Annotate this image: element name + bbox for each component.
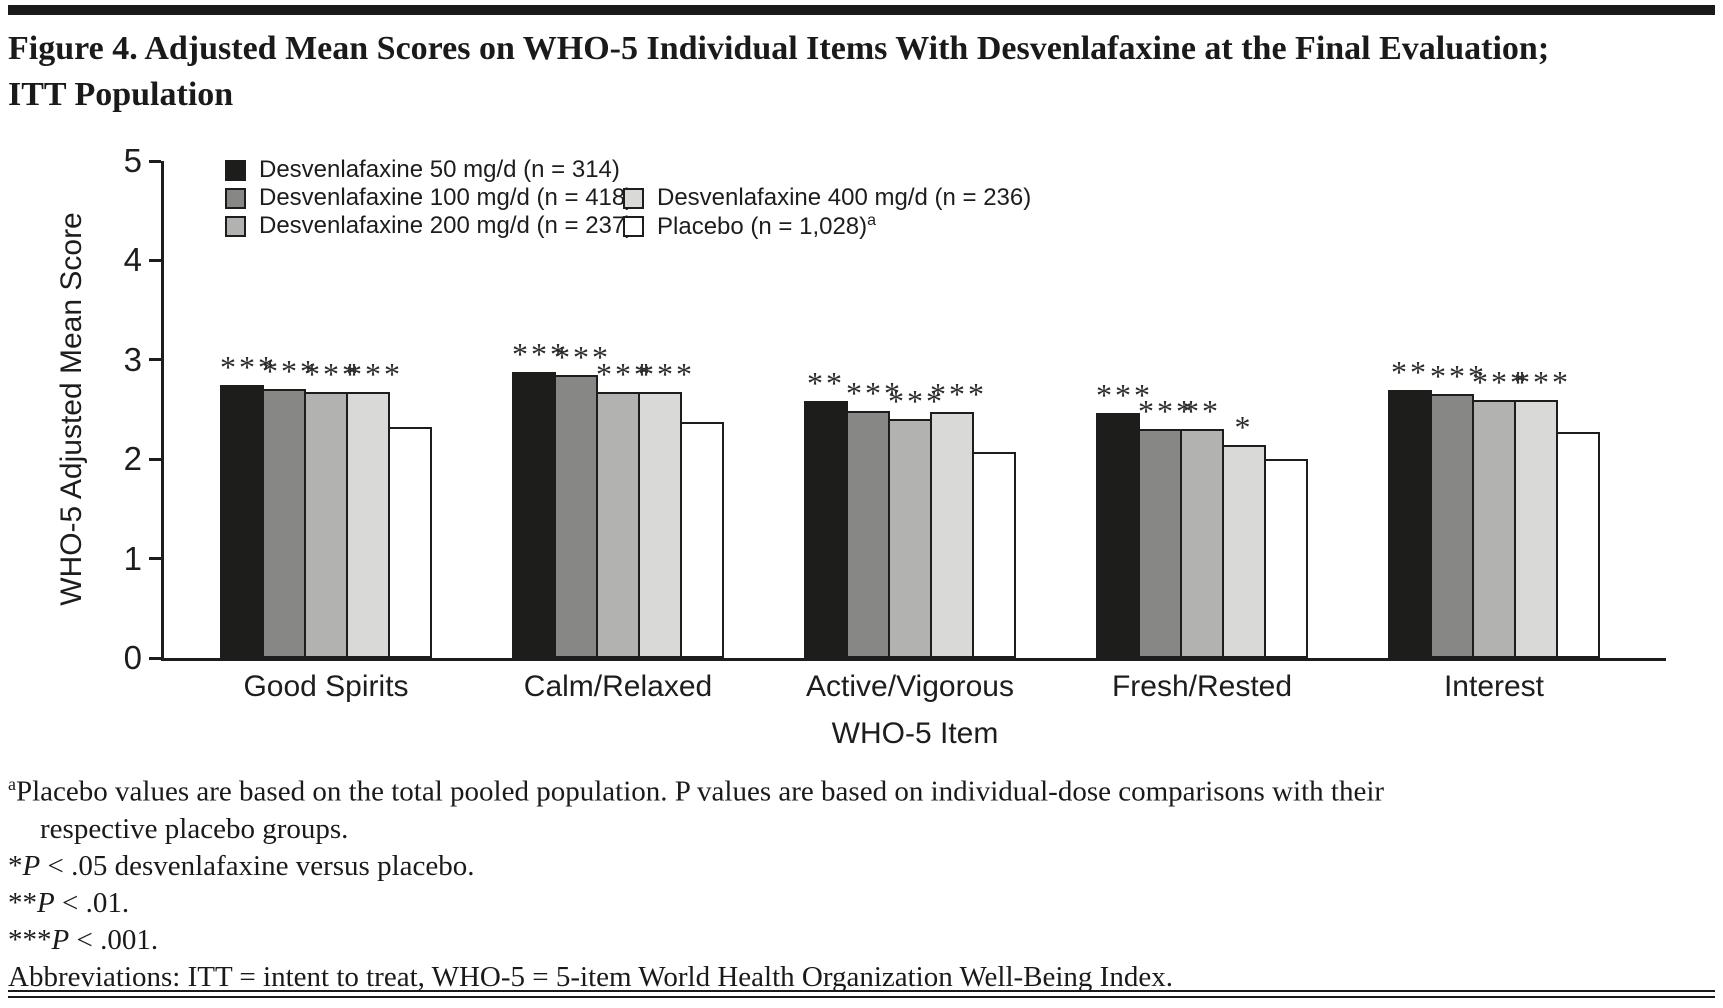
legend-item: Placebo (n = 1,028)a bbox=[623, 212, 1031, 241]
bar bbox=[1388, 389, 1432, 658]
footnote-placebo-line2: respective placebo groups. bbox=[40, 812, 349, 845]
legend-item: Desvenlafaxine 100 mg/d (n = 418) bbox=[225, 184, 633, 212]
bar bbox=[680, 422, 724, 658]
top-rule bbox=[8, 5, 1715, 15]
significance-marker: *** bbox=[846, 374, 903, 411]
y-tick-label: 0 bbox=[123, 639, 142, 676]
x-axis-label: WHO-5 Item bbox=[831, 717, 999, 750]
significance-marker: *** bbox=[596, 355, 653, 392]
bar bbox=[972, 452, 1016, 658]
bar bbox=[1138, 429, 1182, 658]
bottom-rule bbox=[8, 990, 1715, 998]
significance-marker: *** bbox=[346, 355, 403, 392]
bar bbox=[512, 371, 556, 658]
y-tick-label: 1 bbox=[123, 539, 142, 577]
significance-marker: ** bbox=[807, 364, 845, 401]
significance-marker: * bbox=[1234, 409, 1254, 446]
significance-marker: *** bbox=[220, 348, 277, 385]
bar bbox=[220, 384, 264, 658]
bar bbox=[1514, 399, 1558, 658]
bar bbox=[1556, 432, 1600, 658]
legend: Desvenlafaxine 50 mg/d (n = 314) Desvenla… bbox=[225, 156, 1031, 240]
significance-marker: ** bbox=[1183, 393, 1221, 430]
y-tick bbox=[149, 557, 161, 561]
legend-swatch bbox=[225, 159, 246, 181]
significance-marker: *** bbox=[1096, 377, 1153, 414]
bar bbox=[638, 391, 682, 658]
legend-label: Desvenlafaxine 50 mg/d (n = 314) bbox=[259, 156, 620, 183]
y-tick bbox=[149, 159, 161, 163]
x-category-label: Fresh/Rested bbox=[1111, 670, 1293, 703]
bar bbox=[846, 410, 890, 658]
y-tick-label: 3 bbox=[123, 340, 142, 378]
significance-marker: ** bbox=[1391, 353, 1429, 390]
legend-item: Desvenlafaxine 200 mg/d (n = 237) bbox=[225, 212, 633, 240]
y-tick bbox=[149, 656, 161, 660]
significance-marker: *** bbox=[262, 352, 319, 389]
bar bbox=[1096, 413, 1140, 658]
bar bbox=[1472, 399, 1516, 658]
x-category-label: Interest bbox=[1443, 670, 1545, 703]
figure-title-line1: Figure 4. Adjusted Mean Scores on WHO-5 … bbox=[8, 30, 1550, 67]
legend-swatch bbox=[623, 187, 644, 209]
bar bbox=[388, 427, 432, 658]
legend-label: Placebo (n = 1,028)a bbox=[657, 211, 877, 240]
bar bbox=[888, 419, 932, 658]
legend-swatch bbox=[623, 215, 644, 237]
significance-marker: *** bbox=[1138, 393, 1195, 430]
legend-swatch bbox=[225, 215, 246, 237]
plot-area: WHO-5 Item 0 1 2 3 4 5 *** *** *** *** Good Spirit… bbox=[124, 142, 1666, 750]
y-tick bbox=[149, 358, 161, 362]
bar bbox=[346, 391, 390, 658]
y-axis-label: WHO-5 Adjusted Mean Score bbox=[55, 212, 88, 606]
y-tick-label: 5 bbox=[123, 142, 142, 179]
footnote-sig-1: *P < .05 desvenlafaxine versus placebo. bbox=[8, 849, 475, 882]
y-tick bbox=[149, 457, 161, 461]
bar bbox=[554, 374, 598, 658]
legend-item: Desvenlafaxine 50 mg/d (n = 314) bbox=[225, 156, 623, 184]
significance-marker: *** bbox=[304, 355, 361, 392]
legend-item: Desvenlafaxine 400 mg/d (n = 236) bbox=[623, 184, 1031, 212]
bar bbox=[1180, 429, 1224, 658]
bar bbox=[596, 391, 640, 658]
legend-label: Desvenlafaxine 400 mg/d (n = 236) bbox=[657, 184, 1032, 211]
y-tick-label: 4 bbox=[123, 241, 142, 279]
significance-marker: *** bbox=[638, 355, 695, 392]
bar bbox=[304, 391, 348, 658]
y-tick-label: 2 bbox=[123, 440, 142, 478]
significance-marker: *** bbox=[1514, 363, 1571, 400]
significance-marker: *** bbox=[1472, 363, 1529, 400]
footnotes-block: aPlacebo values are based on the total p… bbox=[8, 766, 1708, 996]
legend-label-superscript: a bbox=[867, 211, 877, 229]
significance-marker: *** bbox=[554, 338, 611, 375]
y-tick bbox=[149, 258, 161, 262]
footnote-sig-2: **P < .01. bbox=[8, 886, 130, 919]
legend-swatch bbox=[225, 187, 246, 209]
bar bbox=[1430, 393, 1474, 658]
footnote-sig-3: ***P < .001. bbox=[8, 923, 159, 956]
bar bbox=[804, 400, 848, 658]
significance-marker: *** bbox=[888, 383, 945, 420]
significance-marker: *** bbox=[930, 375, 987, 412]
legend-label: Desvenlafaxine 100 mg/d (n = 418) bbox=[259, 184, 634, 211]
footnote-superscript-a: a bbox=[8, 774, 16, 794]
x-category-label: Calm/Relaxed bbox=[523, 670, 713, 703]
legend-label: Desvenlafaxine 200 mg/d (n = 237) bbox=[259, 212, 634, 239]
significance-marker: *** bbox=[512, 335, 569, 372]
x-category-label: Active/Vigorous bbox=[806, 670, 1014, 703]
bar bbox=[1264, 459, 1308, 658]
bar bbox=[1222, 445, 1266, 658]
bar bbox=[930, 411, 974, 658]
figure-title-line2: ITT Population bbox=[8, 76, 234, 113]
significance-marker: *** bbox=[1430, 357, 1487, 394]
footnote-abbreviations: Abbreviations: ITT = intent to treat, WH… bbox=[8, 960, 1173, 993]
footnote-placebo-line1: aPlacebo values are based on the total p… bbox=[8, 774, 1385, 808]
x-category-label: Good Spirits bbox=[243, 670, 409, 703]
bar bbox=[262, 388, 306, 658]
